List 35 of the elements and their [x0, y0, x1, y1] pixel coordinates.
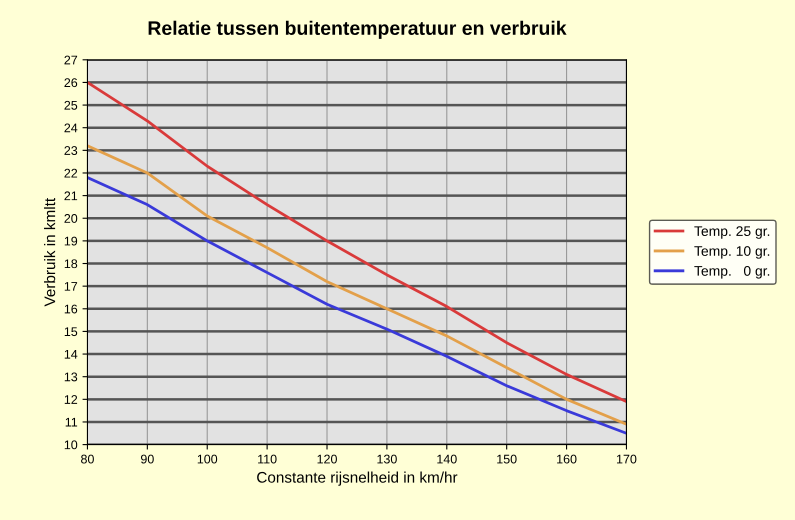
y-tick-label: 10 — [64, 440, 78, 450]
y-tick-label: 16 — [64, 304, 78, 314]
y-tick-label: 11 — [66, 418, 78, 426]
legend-label: Temp. 10 gr. — [694, 246, 770, 259]
legend-label: Temp. 0 gr. — [694, 266, 770, 279]
y-tick-label: 12 — [64, 395, 78, 404]
y-tick-label: 15 — [64, 327, 78, 336]
x-tick-label: 160 — [557, 454, 577, 464]
x-tick-label: 120 — [318, 454, 337, 464]
y-tick-label: 24 — [64, 124, 78, 132]
y-tick-label: 25 — [64, 100, 78, 110]
y-tick-label: 13 — [64, 372, 78, 382]
y-tick-label: 19 — [64, 236, 78, 246]
x-tick-label: 140 — [437, 454, 457, 464]
y-tick-label: 22 — [64, 168, 78, 178]
y-tick-label: 23 — [64, 146, 78, 155]
y-tick-label: 20 — [64, 214, 78, 223]
y-tick-label: 18 — [64, 259, 78, 268]
x-tick-label: 150 — [497, 454, 517, 464]
x-tick-label: 100 — [198, 454, 218, 464]
legend-label: Temp. 25 gr. — [694, 226, 770, 239]
chart-title: Relatie tussen buitentemperatuur en verbruik — [148, 20, 567, 39]
x-tick-label: 90 — [140, 454, 154, 464]
y-tick-label: 27 — [64, 56, 78, 64]
line-series — [87, 81, 626, 403]
x-tick-label: 110 — [258, 454, 277, 464]
x-tick-label: 170 — [616, 454, 636, 464]
x-axis-title: Constante rijsnelheid in km/hr — [257, 472, 458, 486]
y-tick-label: 26 — [64, 78, 78, 88]
y-tick-label: 14 — [64, 350, 78, 359]
x-tick-label: 130 — [377, 454, 397, 464]
y-tick-label: 17 — [64, 282, 78, 291]
y-axis-title: Verbruik in kmltt — [44, 198, 56, 306]
y-tick-label: 21 — [64, 191, 78, 200]
x-tick-label: 80 — [81, 454, 94, 464]
